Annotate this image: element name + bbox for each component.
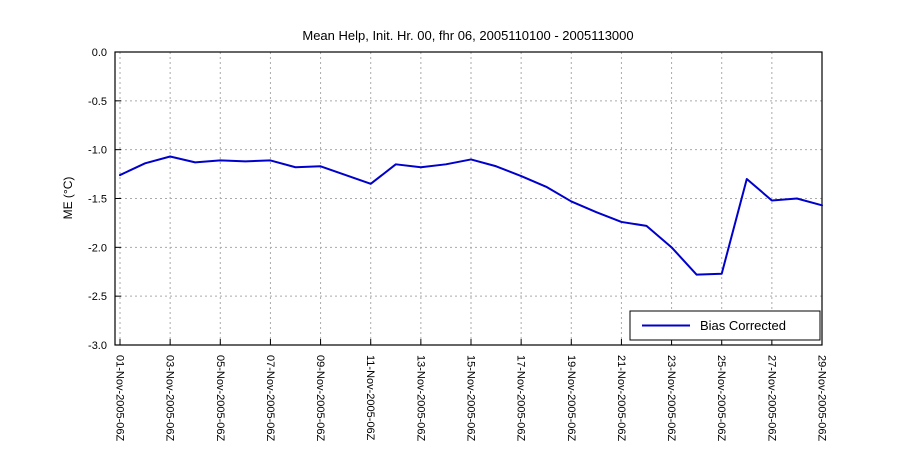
y-axis-label: ME (°C) [61,177,75,220]
x-tick-label: 17-Nov-2005-06Z [515,355,527,441]
legend: Bias Corrected [629,310,821,341]
y-tick-label: -2.5 [88,291,107,303]
series-layer [119,155,823,276]
y-tick-label: -2.0 [88,242,107,254]
y-tick-label: 0.0 [92,47,107,59]
x-tick-label: 21-Nov-2005-06Z [615,355,627,441]
y-tick-label: -1.0 [88,145,107,157]
y-tick-label: -0.5 [88,96,107,108]
chart-title: Mean Help, Init. Hr. 00, fhr 06, 2005110… [302,28,633,43]
x-tick-label: 05-Nov-2005-06Z [214,355,226,441]
y-tick-label: -1.5 [88,194,107,206]
x-tick-label: 11-Nov-2005-06Z [364,355,376,441]
x-tick-label: 03-Nov-2005-06Z [164,355,176,441]
x-tick-label: 23-Nov-2005-06Z [665,355,677,441]
x-tick-label: 19-Nov-2005-06Z [565,355,577,441]
x-tick-label: 15-Nov-2005-06Z [465,355,477,441]
plot-border [114,51,823,346]
legend-label: Bias Corrected [700,318,786,333]
x-tick-label: 09-Nov-2005-06Z [314,355,326,441]
x-tick-label: 25-Nov-2005-06Z [715,355,727,441]
x-tick-label: 01-Nov-2005-06Z [114,355,126,441]
x-tick-label: 29-Nov-2005-06Z [816,355,828,441]
series-line-bias-corrected [119,155,823,276]
y-tick-label: -3.0 [88,340,107,352]
grid-layer [115,51,823,346]
x-tick-label: 27-Nov-2005-06Z [765,355,777,441]
x-tick-label: 13-Nov-2005-06Z [414,355,426,441]
x-tick-label: 07-Nov-2005-06Z [264,355,276,441]
axis-layer: 01-Nov-2005-06Z 03-Nov-2005-06Z 05-Nov-200… [88,47,827,441]
